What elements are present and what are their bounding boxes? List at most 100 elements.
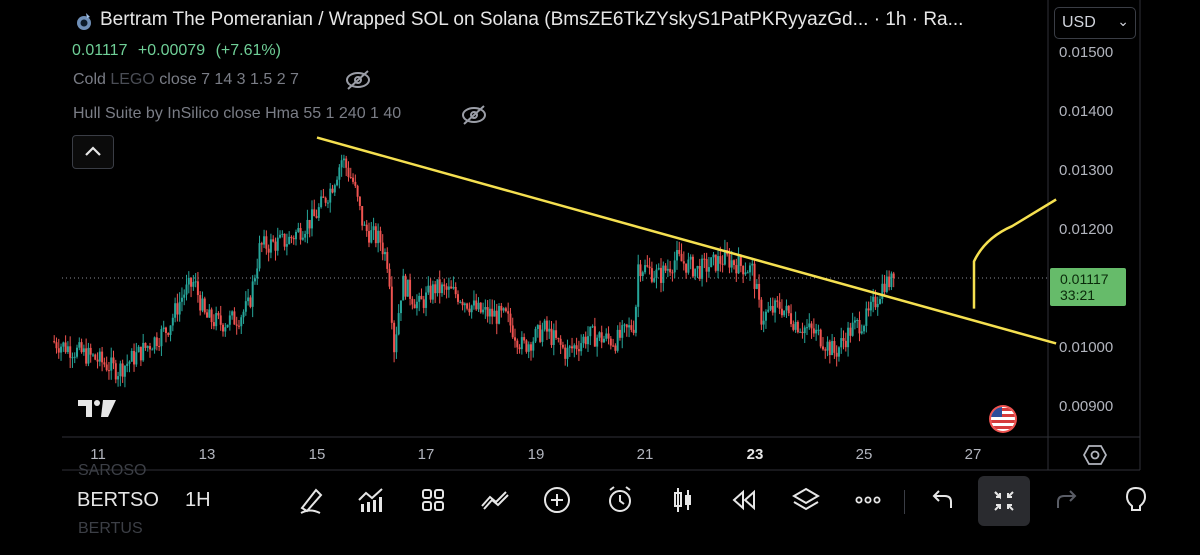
candle-body — [717, 256, 720, 271]
idea-bulb-icon[interactable] — [1120, 484, 1152, 516]
time-tick: 17 — [417, 446, 435, 463]
compare-icon[interactable] — [479, 484, 511, 516]
candle-body — [582, 336, 585, 344]
candle-body — [404, 275, 407, 297]
price-tick: 0.01200 — [1059, 221, 1114, 238]
candle-body — [352, 177, 355, 182]
candle-body — [669, 268, 672, 273]
candle-body — [379, 230, 382, 243]
candle-body — [295, 231, 298, 240]
add-plus-icon[interactable] — [541, 484, 573, 516]
candle-body — [69, 346, 72, 358]
candle-body — [176, 303, 179, 315]
chart-title[interactable]: Bertram The Pomeranian / Wrapped SOL on … — [100, 9, 964, 30]
drawing-pen-icon[interactable] — [296, 484, 328, 516]
candle-body — [803, 327, 806, 334]
more-dots-icon[interactable] — [852, 484, 884, 516]
candle-body — [573, 345, 576, 349]
candle-body — [310, 209, 313, 229]
candle-body — [164, 327, 167, 333]
candle-body — [867, 308, 870, 311]
candle-body — [226, 324, 229, 328]
candle-body — [826, 341, 829, 351]
candle-body — [94, 354, 97, 360]
candle-body — [333, 185, 336, 193]
candle-body — [85, 348, 88, 364]
candle-body — [507, 311, 510, 314]
candle-body — [532, 341, 535, 351]
alarm-clock-icon[interactable] — [604, 484, 636, 516]
candle-body — [133, 350, 136, 365]
candle-body — [673, 260, 676, 273]
candle-body — [171, 317, 174, 326]
candle-body — [828, 341, 831, 356]
candle-body — [308, 219, 311, 229]
candle-body — [101, 351, 104, 363]
replay-rewind-icon[interactable] — [728, 484, 760, 516]
candle-body — [488, 308, 491, 317]
candle-body — [694, 268, 697, 277]
candle-body — [281, 233, 284, 235]
candle-body — [566, 347, 569, 359]
candle-body — [865, 308, 868, 326]
candle-body — [714, 254, 717, 271]
redo-icon[interactable] — [1052, 484, 1084, 516]
symbol-button[interactable]: BERTSO — [77, 489, 159, 511]
candle-body — [587, 336, 590, 345]
candle-body — [707, 267, 710, 272]
candle-body — [169, 325, 172, 335]
candlestick-type-icon[interactable] — [667, 484, 699, 516]
candle-body — [817, 329, 820, 331]
candle-body — [584, 336, 587, 345]
candle-body — [447, 286, 450, 290]
interval-button[interactable]: 1H — [185, 489, 211, 511]
undo-icon[interactable] — [925, 484, 957, 516]
candle-body — [484, 307, 487, 310]
candle-body — [399, 300, 402, 314]
candle-body — [390, 286, 393, 323]
currency-select[interactable]: USD ⌄ — [1054, 7, 1136, 39]
candle-body — [769, 305, 772, 310]
candle-body — [422, 299, 425, 308]
price-tick: 0.01500 — [1059, 44, 1114, 61]
candle-body — [103, 362, 106, 365]
eye-off-icon[interactable] — [344, 69, 372, 91]
candle-body — [780, 308, 783, 316]
candle-body — [650, 268, 653, 282]
candle-body — [872, 296, 875, 302]
candle-body — [548, 328, 551, 332]
indicator-label: Hull Suite by InSilico close Hma 55 1 24… — [73, 105, 402, 122]
candle-body — [881, 283, 884, 299]
layout-grid-icon[interactable] — [417, 484, 449, 516]
candle-body — [536, 325, 539, 329]
candle-body — [78, 342, 81, 348]
candle-body — [201, 298, 204, 311]
indicators-icon[interactable] — [355, 484, 387, 516]
us-flag-icon[interactable] — [988, 404, 1018, 434]
candle-body — [525, 340, 528, 352]
layers-icon[interactable] — [790, 484, 822, 516]
candle-body — [288, 236, 291, 245]
candle-body — [821, 346, 824, 350]
fullscreen-toggle-button[interactable] — [978, 476, 1030, 526]
indicator-hull-suite[interactable]: Hull Suite by InSilico close Hma 55 1 24… — [73, 105, 401, 123]
exit-fullscreen-icon — [994, 491, 1014, 511]
candle-body — [744, 272, 747, 275]
candle-body — [244, 301, 247, 312]
candle-body — [892, 273, 895, 278]
indicator-cold-lego[interactable]: Cold LEGO close 7 14 3 1.5 2 7 — [73, 71, 299, 89]
candle-body — [691, 256, 694, 277]
candle-body — [326, 202, 329, 204]
candle-body — [646, 265, 649, 267]
candle-body — [73, 356, 76, 358]
eye-off-icon[interactable] — [460, 104, 488, 126]
trendline-drawing[interactable] — [316, 136, 1057, 345]
candle-body — [774, 300, 777, 313]
projection-curve-drawing[interactable] — [972, 198, 1057, 309]
candle-body — [591, 326, 594, 328]
candle-body — [883, 283, 886, 292]
collapse-legend-button[interactable] — [72, 135, 114, 169]
candle-body — [577, 349, 580, 352]
chart-settings-icon[interactable] — [1082, 443, 1108, 467]
